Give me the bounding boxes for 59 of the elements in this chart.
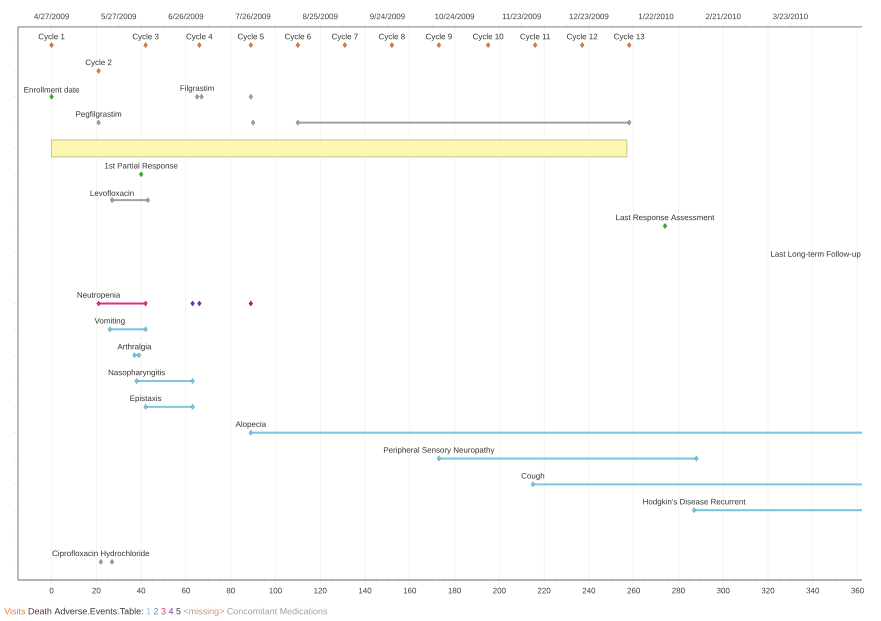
point — [390, 42, 394, 48]
legend-title: Adverse.Events.Table: — [54, 608, 143, 614]
legend-label: 5 — [176, 608, 181, 614]
point — [143, 300, 148, 306]
point — [143, 404, 148, 410]
point — [190, 404, 195, 410]
point — [190, 378, 195, 384]
point — [138, 171, 144, 178]
point — [296, 120, 300, 126]
point — [248, 430, 253, 436]
point — [248, 300, 253, 306]
legend-label: Death — [28, 608, 52, 614]
point — [96, 300, 101, 306]
bar — [438, 458, 696, 460]
point — [296, 42, 300, 48]
point — [627, 42, 632, 48]
point — [580, 42, 584, 48]
point — [96, 120, 101, 126]
point — [194, 94, 200, 100]
point — [143, 42, 148, 48]
text: 1 — [146, 608, 151, 614]
point — [197, 42, 202, 48]
point — [250, 120, 256, 126]
point — [197, 300, 202, 306]
point — [486, 42, 490, 48]
point — [108, 326, 112, 332]
point — [530, 482, 536, 488]
point — [662, 223, 668, 229]
point — [694, 456, 698, 462]
text: Visits — [4, 608, 26, 614]
point — [143, 326, 148, 332]
point — [98, 559, 103, 565]
text: 4 — [168, 608, 174, 614]
point — [199, 94, 204, 100]
point — [134, 378, 139, 384]
point — [436, 456, 442, 462]
point — [248, 42, 253, 48]
legend-label: <missing> — [184, 608, 224, 616]
point — [146, 197, 150, 203]
point — [190, 300, 195, 306]
point — [49, 94, 54, 100]
point — [692, 507, 696, 514]
bar — [298, 122, 630, 124]
point — [136, 352, 142, 358]
point — [533, 42, 538, 48]
text: 3 — [161, 608, 166, 614]
point — [96, 68, 101, 74]
bar — [51, 140, 628, 158]
point — [436, 42, 442, 48]
bar — [532, 483, 862, 486]
point — [342, 42, 348, 48]
point — [110, 559, 114, 565]
point — [110, 197, 114, 203]
point — [49, 42, 54, 48]
text: Concomitant Medications — [227, 608, 328, 614]
bar — [250, 432, 862, 434]
legend-label: 2 — [154, 608, 158, 614]
point — [627, 120, 632, 126]
bar — [694, 509, 862, 512]
